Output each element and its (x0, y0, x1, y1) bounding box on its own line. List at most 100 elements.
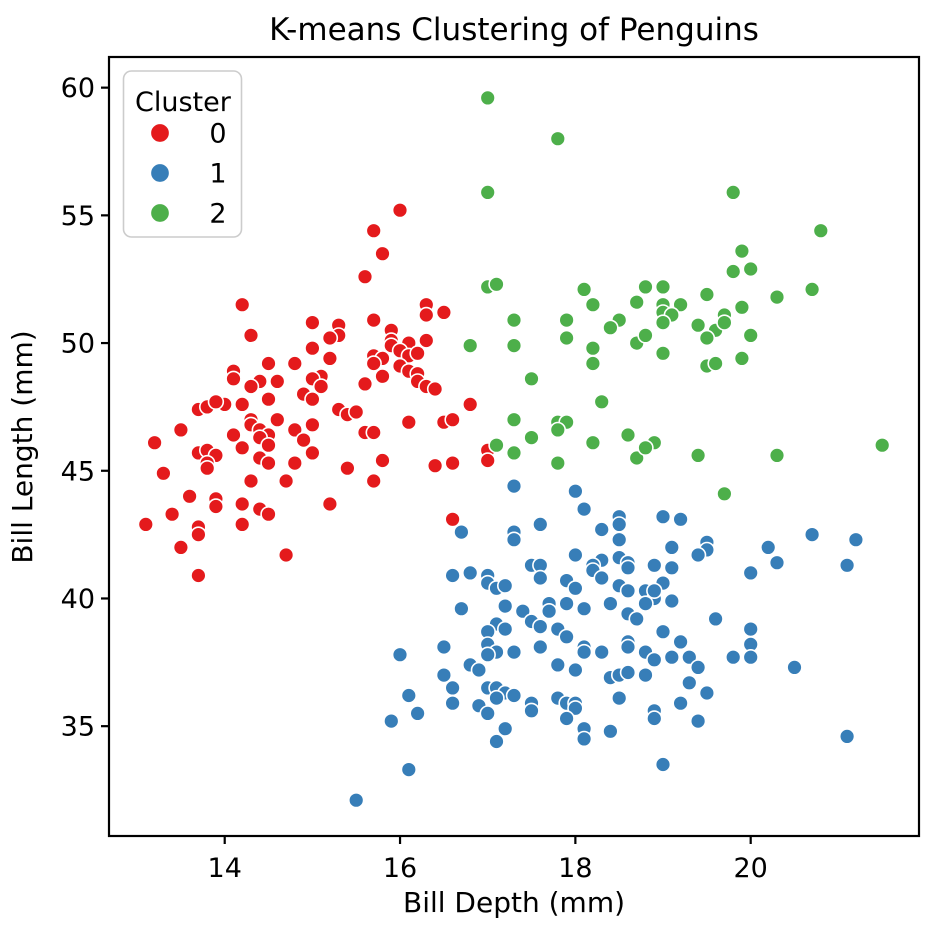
point-cluster-0 (374, 245, 391, 262)
point-cluster-1 (663, 559, 680, 576)
point-cluster-2 (488, 437, 505, 454)
legend-box (122, 70, 243, 238)
point-cluster-1 (444, 694, 461, 712)
point-cluster-1 (575, 500, 593, 518)
point-cluster-2 (733, 299, 751, 316)
point-cluster-2 (549, 421, 566, 439)
y-tick-label: 40 (61, 584, 95, 615)
point-cluster-1 (681, 648, 698, 666)
point-cluster-1 (488, 733, 505, 750)
point-cluster-2 (505, 411, 523, 428)
point-cluster-2 (733, 242, 751, 260)
point-cluster-0 (260, 506, 277, 523)
point-cluster-0 (321, 495, 339, 513)
y-tick-label: 50 (61, 329, 95, 360)
point-cluster-1 (383, 712, 400, 730)
point-cluster-1 (567, 483, 584, 500)
point-cluster-2 (689, 447, 707, 464)
point-cluster-0 (181, 488, 198, 505)
point-cluster-1 (567, 700, 584, 717)
point-cluster-0 (418, 306, 435, 324)
point-cluster-1 (575, 600, 593, 617)
point-cluster-2 (505, 311, 523, 329)
point-cluster-1 (672, 633, 689, 651)
legend: Cluster 0 1 2 (122, 70, 243, 238)
point-cluster-1 (742, 648, 759, 666)
point-cluster-1 (663, 592, 680, 610)
point-cluster-2 (654, 345, 672, 362)
point-cluster-0 (225, 370, 242, 387)
point-cluster-0 (479, 452, 496, 469)
point-cluster-1 (575, 643, 593, 661)
point-cluster-1 (505, 531, 523, 548)
y-tick-label: 55 (61, 201, 95, 232)
point-cluster-0 (172, 421, 190, 439)
point-cluster-1 (672, 511, 689, 528)
point-cluster-1 (654, 623, 672, 640)
legend-label-0: 0 (209, 119, 226, 150)
point-cluster-0 (426, 380, 444, 398)
point-cluster-0 (146, 434, 163, 451)
point-cluster-1 (497, 620, 514, 638)
legend-title: Cluster (135, 87, 232, 118)
x-tick-label: 14 (208, 853, 242, 884)
point-cluster-2 (689, 317, 707, 334)
point-cluster-2 (742, 260, 759, 278)
point-cluster-1 (470, 661, 488, 679)
point-cluster-2 (742, 327, 759, 344)
point-cluster-1 (838, 728, 856, 745)
point-cluster-1 (724, 648, 742, 666)
point-cluster-1 (462, 564, 479, 582)
point-cluster-0 (269, 411, 286, 428)
scatter-points (137, 89, 891, 809)
point-cluster-0 (234, 439, 251, 456)
point-cluster-2 (768, 288, 786, 306)
point-cluster-1 (532, 638, 549, 656)
point-cluster-1 (567, 580, 584, 597)
point-cluster-2 (488, 276, 505, 293)
point-cluster-0 (365, 424, 382, 441)
point-cluster-1 (558, 710, 575, 727)
y-axis-ticks: 35 40 45 50 55 60 (61, 73, 109, 743)
axes-spines (107, 55, 921, 838)
point-cluster-1 (646, 710, 663, 727)
point-cluster-0 (374, 452, 391, 469)
point-cluster-1 (663, 539, 680, 556)
point-cluster-1 (610, 516, 628, 533)
point-cluster-1 (637, 595, 654, 612)
legend-marker-0 (149, 122, 171, 144)
point-cluster-0 (242, 327, 260, 344)
x-tick-label: 20 (734, 853, 768, 884)
point-cluster-1 (689, 659, 707, 676)
point-cluster-1 (400, 761, 417, 778)
point-cluster-2 (479, 89, 496, 107)
point-cluster-0 (400, 414, 417, 431)
point-cluster-2 (479, 184, 496, 201)
point-cluster-0 (234, 296, 251, 313)
point-cluster-1 (479, 705, 496, 722)
point-cluster-2 (558, 329, 575, 347)
point-cluster-1 (532, 569, 549, 587)
point-cluster-2 (628, 449, 645, 467)
point-cluster-1 (497, 720, 514, 737)
point-cluster-0 (391, 202, 409, 219)
point-cluster-0 (339, 460, 356, 477)
point-cluster-0 (321, 329, 339, 347)
point-cluster-1 (444, 679, 461, 697)
point-cluster-0 (277, 546, 295, 564)
point-cluster-1 (505, 643, 523, 661)
point-cluster-1 (488, 689, 505, 707)
point-cluster-1 (646, 557, 663, 574)
point-cluster-2 (716, 314, 733, 331)
point-cluster-2 (584, 434, 602, 451)
point-cluster-2 (523, 429, 540, 446)
x-axis-ticks: 14 16 18 20 (208, 836, 768, 884)
point-cluster-0 (444, 411, 461, 428)
point-cluster-0 (295, 431, 312, 449)
point-cluster-0 (435, 304, 453, 321)
point-cluster-1 (654, 756, 672, 773)
point-cluster-1 (348, 791, 365, 809)
point-cluster-0 (304, 416, 321, 433)
point-cluster-1 (742, 564, 759, 582)
point-cluster-1 (619, 664, 637, 681)
